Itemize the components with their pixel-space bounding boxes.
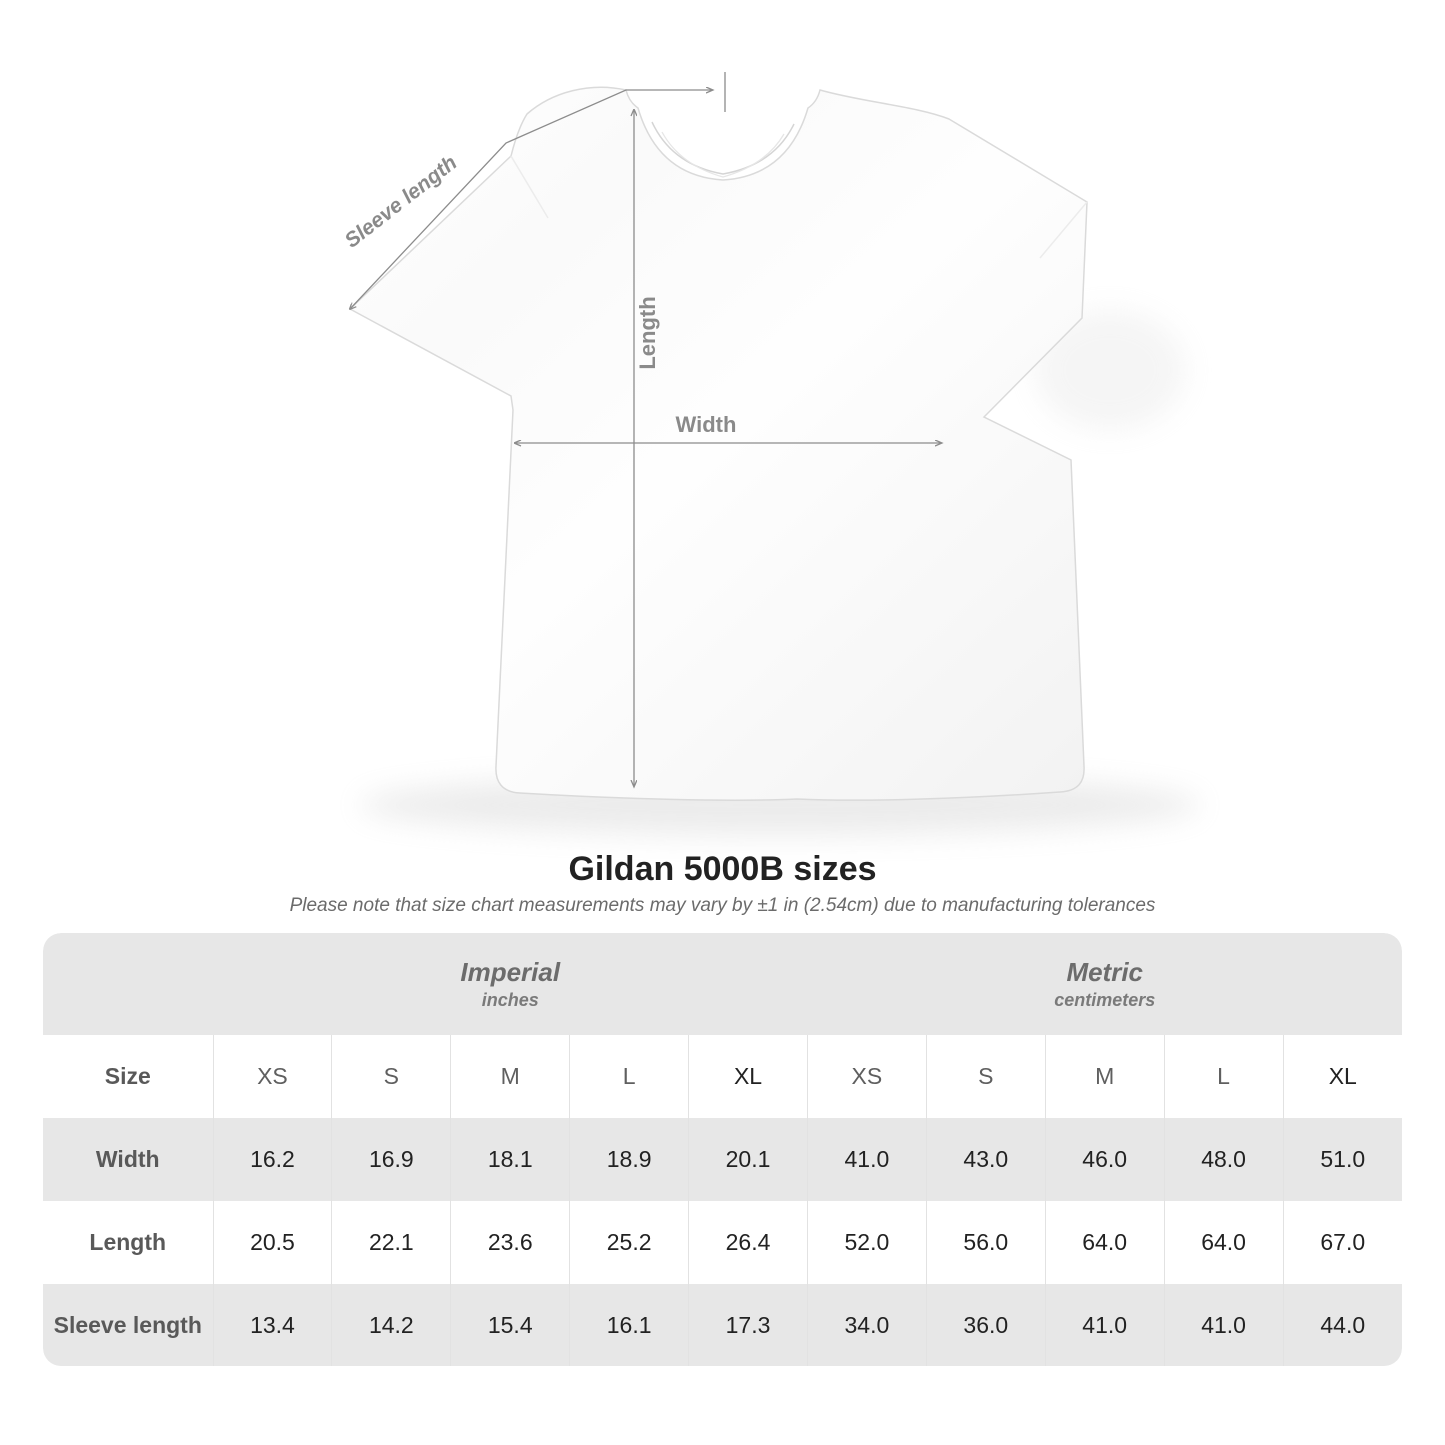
svg-text:Length: Length [635, 296, 660, 369]
svg-text:Width: Width [676, 412, 737, 437]
